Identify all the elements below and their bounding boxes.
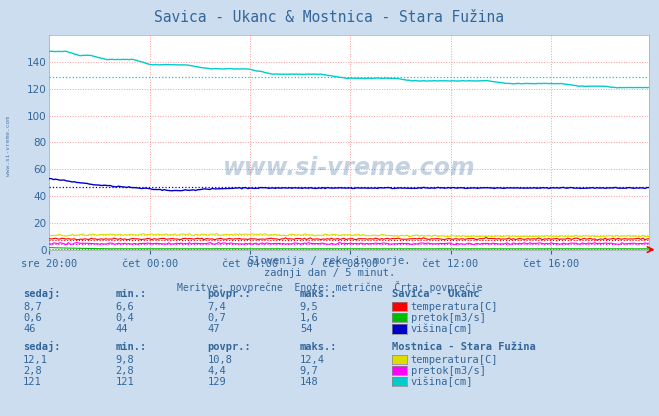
Text: 46: 46 [23,324,36,334]
Text: 0,7: 0,7 [208,313,226,323]
Text: 2,8: 2,8 [115,366,134,376]
Text: 9,5: 9,5 [300,302,318,312]
Text: 1,6: 1,6 [300,313,318,323]
Text: 4,4: 4,4 [208,366,226,376]
Text: min.:: min.: [115,290,146,300]
Text: višina[cm]: višina[cm] [411,377,473,387]
Text: www.si-vreme.com: www.si-vreme.com [6,116,11,176]
Text: višina[cm]: višina[cm] [411,324,473,334]
Text: Savica - Ukanc & Mostnica - Stara Fužina: Savica - Ukanc & Mostnica - Stara Fužina [154,10,505,25]
Text: temperatura[C]: temperatura[C] [411,302,498,312]
Text: Savica - Ukanc: Savica - Ukanc [392,290,480,300]
Text: 8,7: 8,7 [23,302,42,312]
Text: povpr.:: povpr.: [208,290,251,300]
Text: 10,8: 10,8 [208,355,233,365]
Text: 12,1: 12,1 [23,355,48,365]
Text: sedaj:: sedaj: [23,341,61,352]
Text: 54: 54 [300,324,312,334]
Text: 9,7: 9,7 [300,366,318,376]
Text: Slovenija / reke in morje.: Slovenija / reke in morje. [248,256,411,266]
Text: maks.:: maks.: [300,342,337,352]
Text: Mostnica - Stara Fužina: Mostnica - Stara Fužina [392,342,536,352]
Text: povpr.:: povpr.: [208,342,251,352]
Text: 7,4: 7,4 [208,302,226,312]
Text: 44: 44 [115,324,128,334]
Text: 6,6: 6,6 [115,302,134,312]
Text: Meritve: povprečne  Enote: metrične  Črta: povprečje: Meritve: povprečne Enote: metrične Črta:… [177,281,482,293]
Text: temperatura[C]: temperatura[C] [411,355,498,365]
Text: 9,8: 9,8 [115,355,134,365]
Text: 121: 121 [115,377,134,387]
Text: pretok[m3/s]: pretok[m3/s] [411,366,486,376]
Text: 2,8: 2,8 [23,366,42,376]
Text: sedaj:: sedaj: [23,288,61,300]
Text: zadnji dan / 5 minut.: zadnji dan / 5 minut. [264,268,395,278]
Text: 12,4: 12,4 [300,355,325,365]
Text: 148: 148 [300,377,318,387]
Text: maks.:: maks.: [300,290,337,300]
Text: 47: 47 [208,324,220,334]
Text: pretok[m3/s]: pretok[m3/s] [411,313,486,323]
Text: www.si-vreme.com: www.si-vreme.com [223,156,476,180]
Text: 121: 121 [23,377,42,387]
Text: min.:: min.: [115,342,146,352]
Text: 129: 129 [208,377,226,387]
Text: 0,6: 0,6 [23,313,42,323]
Text: 0,4: 0,4 [115,313,134,323]
